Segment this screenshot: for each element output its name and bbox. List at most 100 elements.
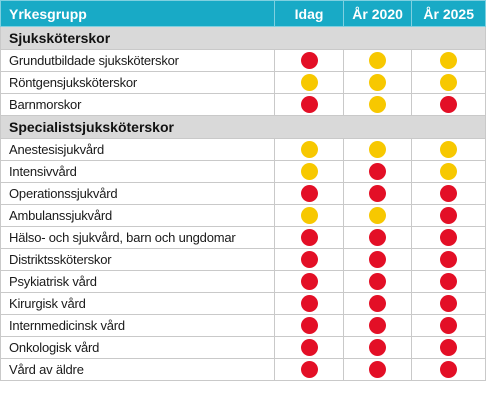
status-cell-ar-2020	[342, 292, 413, 315]
status-red-dot-icon	[440, 228, 458, 246]
section-title: Sjuksköterskor	[0, 26, 486, 50]
table-row: Ambulanssjukvård	[0, 204, 486, 227]
status-cell-ar-2025	[411, 270, 486, 293]
status-cell-ar-2020	[342, 226, 413, 249]
table-row: Distriktssköterskor	[0, 248, 486, 271]
table-row: Hälso- och sjukvård, barn och ungdomar	[0, 226, 486, 249]
status-yellow-dot-icon	[300, 73, 318, 91]
status-red-dot-icon	[369, 316, 387, 334]
status-cell-idag	[274, 93, 344, 116]
status-yellow-dot-icon	[300, 140, 318, 158]
status-cell-ar-2020	[342, 71, 413, 94]
status-red-dot-icon	[440, 272, 458, 290]
table-row: Internmedicinsk vård	[0, 314, 486, 337]
occupation-name: Ambulanssjukvård	[0, 204, 276, 227]
status-cell-ar-2020	[342, 358, 413, 381]
status-cell-ar-2025	[411, 204, 486, 227]
status-red-dot-icon	[300, 95, 318, 113]
status-yellow-dot-icon	[440, 140, 458, 158]
status-cell-ar-2020	[342, 49, 413, 72]
status-yellow-dot-icon	[440, 73, 458, 91]
table-row: Anestesisjukvård	[0, 138, 486, 161]
occupation-name: Psykiatrisk vård	[0, 270, 276, 293]
occupation-name: Distriktssköterskor	[0, 248, 276, 271]
status-cell-ar-2020	[342, 336, 413, 359]
status-red-dot-icon	[369, 272, 387, 290]
status-cell-idag	[274, 226, 344, 249]
status-cell-ar-2020	[342, 160, 413, 183]
status-cell-idag	[274, 292, 344, 315]
status-cell-ar-2025	[411, 182, 486, 205]
status-yellow-dot-icon	[369, 140, 387, 158]
status-cell-ar-2025	[411, 314, 486, 337]
workforce-forecast-table: Yrkesgrupp Idag År 2020 År 2025 Sjuksköt…	[0, 0, 486, 381]
status-red-dot-icon	[300, 294, 318, 312]
status-cell-ar-2025	[411, 160, 486, 183]
status-cell-ar-2020	[342, 93, 413, 116]
status-cell-ar-2025	[411, 358, 486, 381]
occupation-name: Hälso- och sjukvård, barn och ungdomar	[0, 226, 276, 249]
occupation-name: Intensivvård	[0, 160, 276, 183]
status-red-dot-icon	[300, 316, 318, 334]
occupation-name: Onkologisk vård	[0, 336, 276, 359]
status-cell-ar-2025	[411, 93, 486, 116]
status-red-dot-icon	[300, 250, 318, 268]
table-row: Kirurgisk vård	[0, 292, 486, 315]
status-cell-ar-2025	[411, 71, 486, 94]
table-row: Röntgensjuksköterskor	[0, 71, 486, 94]
status-red-dot-icon	[440, 316, 458, 334]
status-red-dot-icon	[300, 338, 318, 356]
status-cell-idag	[274, 314, 344, 337]
status-cell-idag	[274, 336, 344, 359]
occupation-name: Internmedicinsk vård	[0, 314, 276, 337]
status-red-dot-icon	[440, 184, 458, 202]
header-ar-2025: År 2025	[411, 0, 486, 27]
status-yellow-dot-icon	[300, 206, 318, 224]
status-cell-ar-2020	[342, 204, 413, 227]
status-cell-ar-2020	[342, 314, 413, 337]
status-cell-ar-2020	[342, 248, 413, 271]
status-cell-idag	[274, 182, 344, 205]
table-header-row: Yrkesgrupp Idag År 2020 År 2025	[0, 0, 486, 27]
status-yellow-dot-icon	[369, 95, 387, 113]
status-red-dot-icon	[369, 338, 387, 356]
status-red-dot-icon	[440, 95, 458, 113]
status-cell-idag	[274, 204, 344, 227]
status-red-dot-icon	[300, 184, 318, 202]
table-row: Grundutbildade sjuksköterskor	[0, 49, 486, 72]
status-red-dot-icon	[300, 51, 318, 69]
status-red-dot-icon	[369, 162, 387, 180]
status-cell-ar-2025	[411, 248, 486, 271]
status-cell-idag	[274, 71, 344, 94]
table-row: Barnmorskor	[0, 93, 486, 116]
status-red-dot-icon	[369, 294, 387, 312]
occupation-name: Grundutbildade sjuksköterskor	[0, 49, 276, 72]
status-red-dot-icon	[369, 250, 387, 268]
status-cell-idag	[274, 248, 344, 271]
status-yellow-dot-icon	[369, 206, 387, 224]
table-row: Onkologisk vård	[0, 336, 486, 359]
occupation-name: Operationssjukvård	[0, 182, 276, 205]
occupation-name: Barnmorskor	[0, 93, 276, 116]
status-red-dot-icon	[440, 338, 458, 356]
status-yellow-dot-icon	[369, 51, 387, 69]
section-title: Specialistsjuksköterskor	[0, 115, 486, 139]
status-cell-idag	[274, 138, 344, 161]
status-red-dot-icon	[300, 228, 318, 246]
status-cell-idag	[274, 160, 344, 183]
status-cell-ar-2025	[411, 336, 486, 359]
status-red-dot-icon	[440, 250, 458, 268]
table-row: Intensivvård	[0, 160, 486, 183]
status-yellow-dot-icon	[440, 51, 458, 69]
status-cell-ar-2025	[411, 292, 486, 315]
status-yellow-dot-icon	[440, 162, 458, 180]
status-red-dot-icon	[369, 184, 387, 202]
occupation-name: Vård av äldre	[0, 358, 276, 381]
status-yellow-dot-icon	[369, 73, 387, 91]
table-body: Sjuksköterskor Grundutbildade sjuksköters…	[0, 26, 486, 381]
section-row: Sjuksköterskor	[0, 26, 486, 50]
status-red-dot-icon	[369, 228, 387, 246]
occupation-name: Anestesisjukvård	[0, 138, 276, 161]
status-cell-ar-2020	[342, 138, 413, 161]
occupation-name: Röntgensjuksköterskor	[0, 71, 276, 94]
